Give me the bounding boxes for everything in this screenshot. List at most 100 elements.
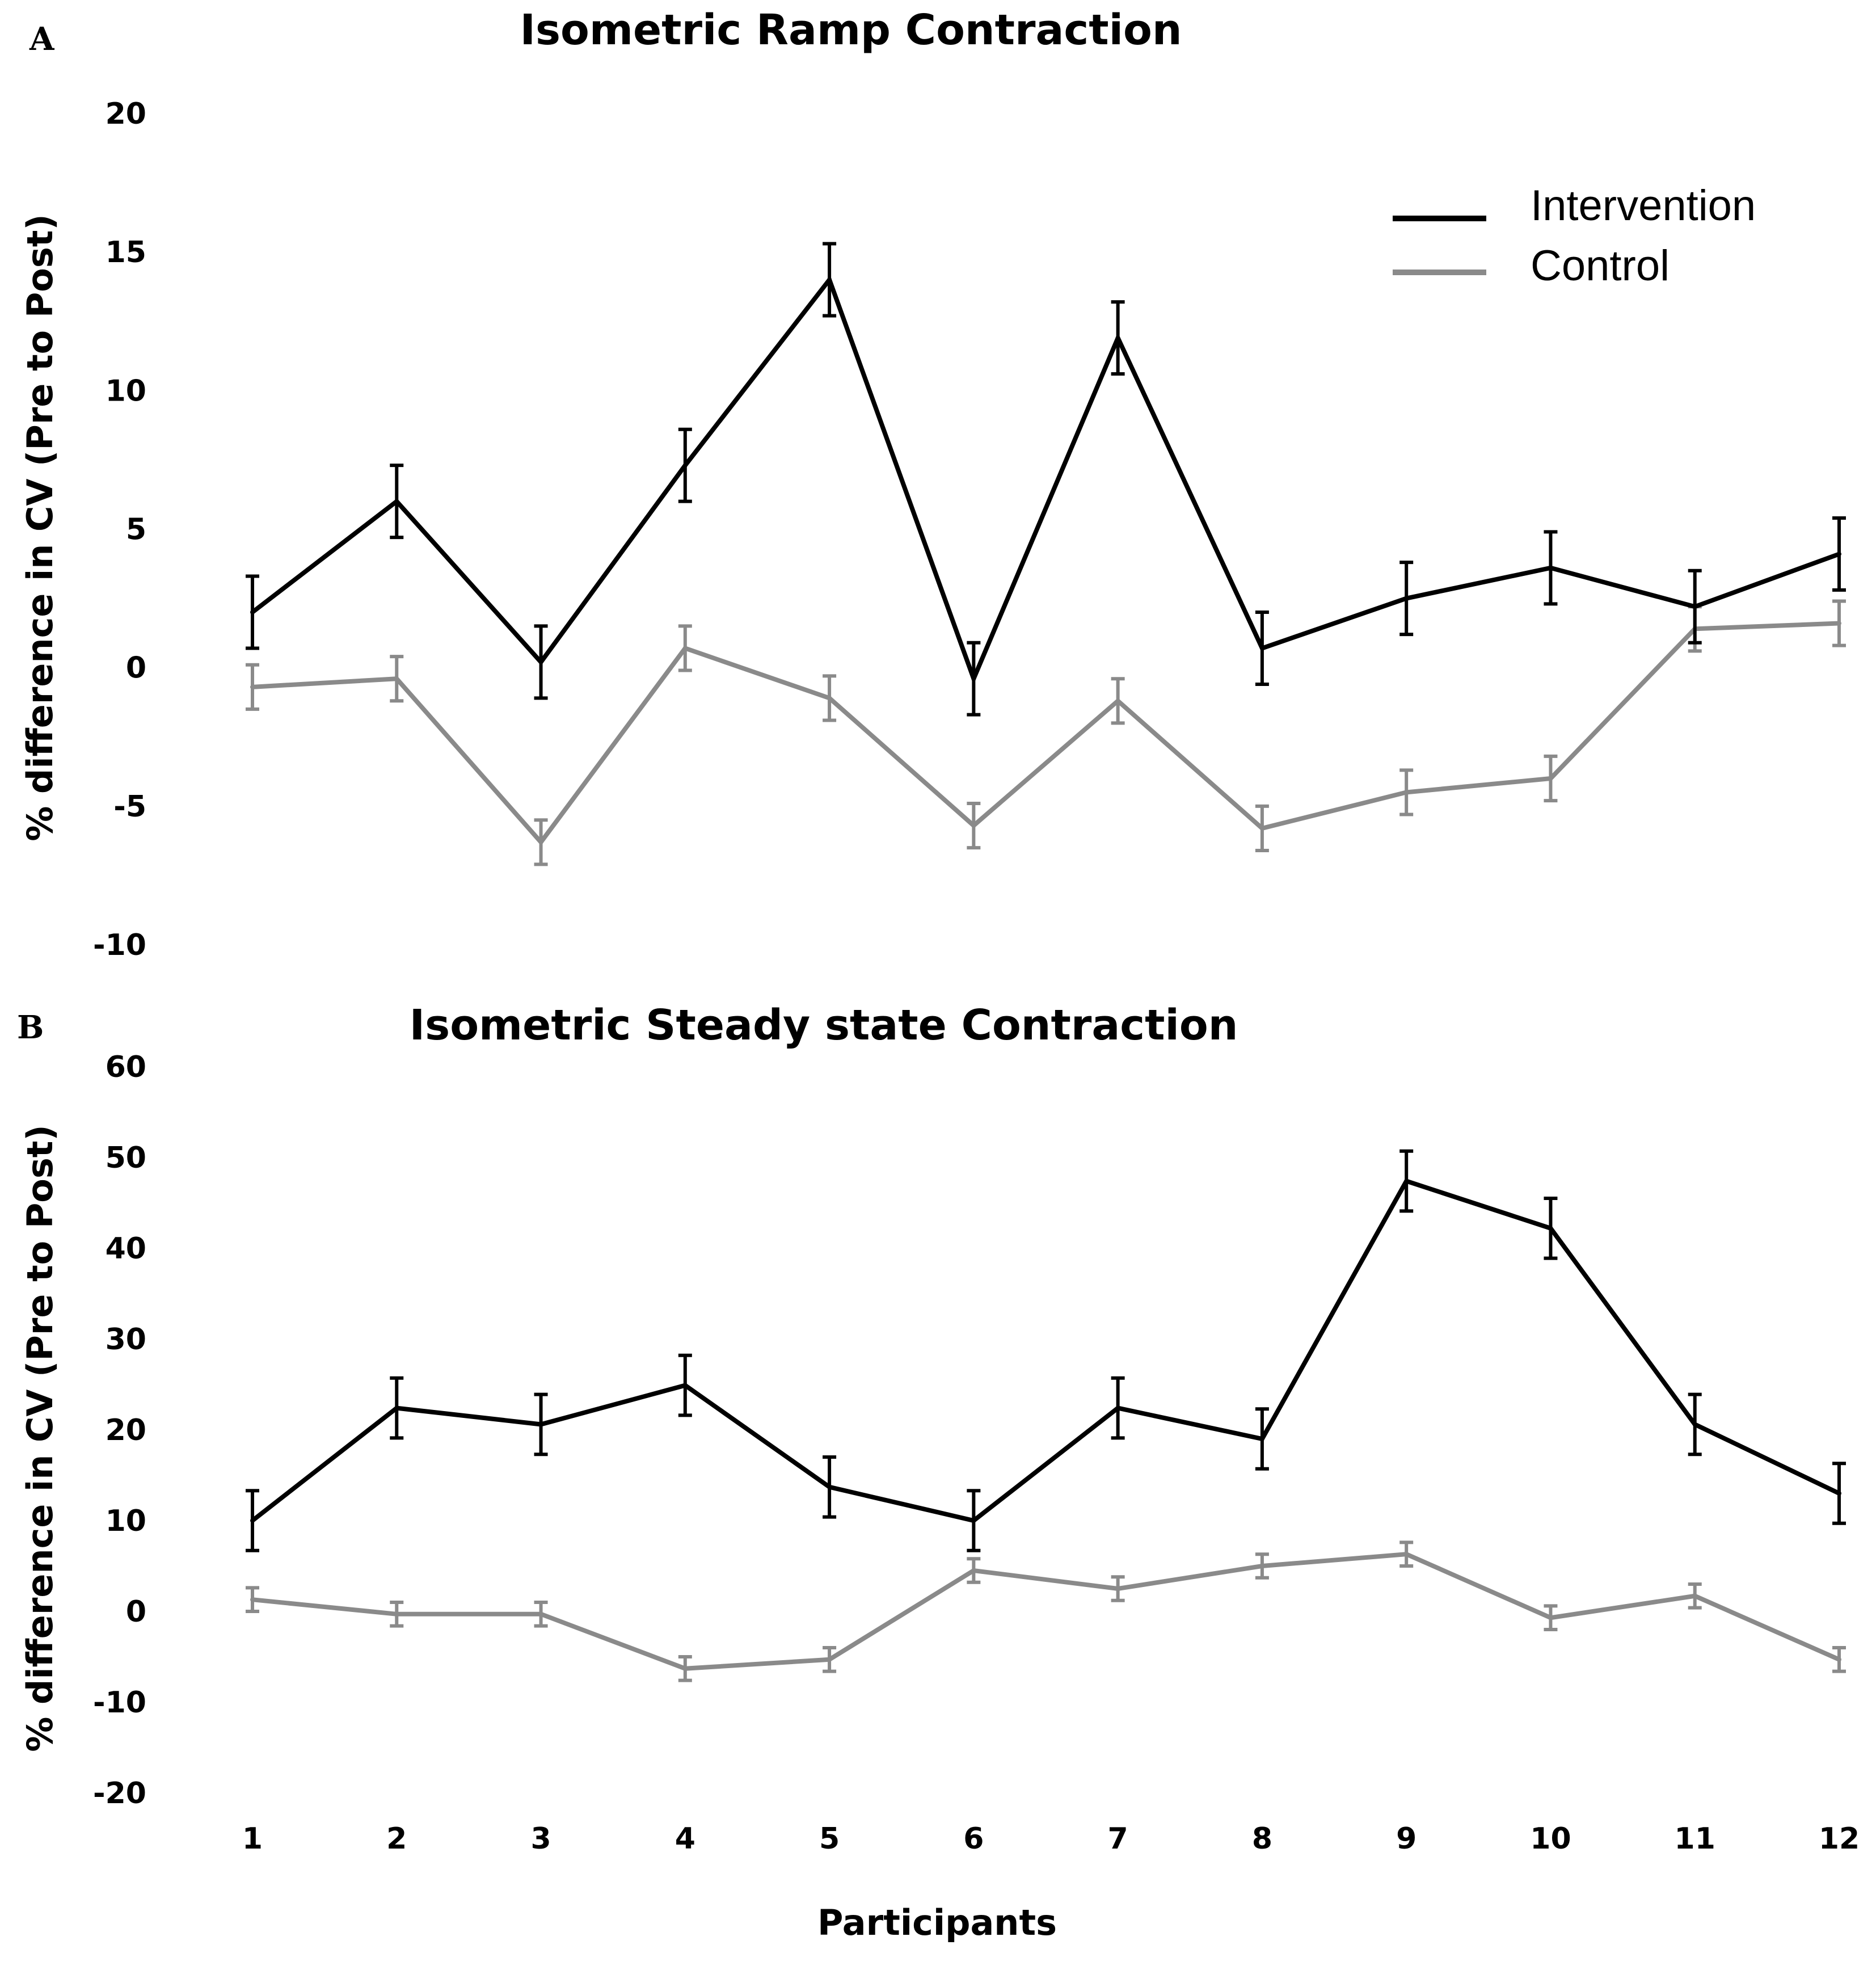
- error-bar-intervention: [390, 1376, 404, 1440]
- x-tick-label: 8: [1252, 1822, 1272, 1856]
- series-line-intervention-b: [251, 1178, 1840, 1523]
- y-tick-label-a: -10: [93, 928, 146, 962]
- data-point-control: [1837, 621, 1841, 626]
- error-bar-intervention: [246, 1489, 259, 1552]
- data-point-intervention: [1548, 1226, 1553, 1231]
- data-point-intervention: [250, 1518, 255, 1523]
- data-point-intervention: [1115, 335, 1120, 340]
- data-point-control: [1115, 698, 1120, 704]
- data-point-control: [1259, 826, 1264, 831]
- data-point-control: [971, 1568, 976, 1573]
- error-bar-intervention: [1832, 516, 1846, 592]
- error-bar-control: [246, 663, 259, 711]
- series-line-intervention-a: [251, 275, 1840, 685]
- error-bar-intervention: [1255, 1407, 1269, 1471]
- y-ticks-a: 20 15 10 5 0 -5 -10: [93, 97, 146, 962]
- data-point-intervention: [971, 676, 976, 681]
- error-bar-control: [1111, 677, 1125, 725]
- panel-letter-a: A: [29, 20, 55, 58]
- error-bar-intervention: [967, 1489, 981, 1552]
- data-point-control: [1404, 1552, 1409, 1557]
- error-bar-intervention: [1255, 611, 1269, 686]
- data-point-intervention: [250, 610, 255, 614]
- data-point-control: [682, 1666, 688, 1671]
- error-bar-intervention: [967, 641, 981, 717]
- y-tick-label-b: 50: [106, 1141, 146, 1175]
- y-tick-label-b: 10: [106, 1504, 146, 1538]
- data-point-control: [394, 676, 399, 681]
- error-bar-control: [1544, 754, 1558, 803]
- error-bar-control: [1832, 599, 1846, 647]
- data-point-control: [1692, 1593, 1697, 1598]
- error-bar-intervention: [823, 1455, 837, 1519]
- y-axis-label-b: % difference in CV (Pre to Post): [19, 1125, 61, 1752]
- y-tick-label-a: 10: [106, 374, 146, 408]
- error-bar-control: [1255, 1552, 1269, 1580]
- data-point-control: [538, 1611, 543, 1616]
- error-bar-intervention: [823, 242, 837, 318]
- error-bar-control: [534, 1601, 548, 1628]
- data-point-intervention: [1692, 1422, 1697, 1427]
- error-bar-intervention: [534, 624, 548, 700]
- y-tick-label-b: 0: [126, 1595, 146, 1629]
- data-point-control: [250, 1597, 255, 1602]
- data-point-intervention: [394, 499, 399, 504]
- x-tick-label: 7: [1108, 1822, 1128, 1856]
- series-intervention-b: [246, 1149, 1846, 1552]
- data-point-intervention: [1259, 1437, 1264, 1441]
- error-bar-control: [390, 655, 404, 703]
- x-tick-label: 4: [675, 1822, 695, 1856]
- y-ticks-b: 60 50 40 30 20 10 0 -10 -20: [93, 1050, 146, 1811]
- series-control-a: [246, 599, 1846, 866]
- error-bar-control: [1399, 768, 1414, 816]
- error-bar-control: [967, 1557, 981, 1584]
- error-bar-control: [823, 1646, 837, 1673]
- x-tick-label: 6: [963, 1822, 984, 1856]
- x-tick-label: 1: [242, 1822, 263, 1856]
- plot-area-a: [246, 242, 1846, 866]
- error-bar-intervention: [678, 1353, 692, 1417]
- legend-label-intervention: Intervention: [1531, 182, 1756, 230]
- y-tick-label-b: 40: [106, 1232, 146, 1266]
- data-point-control: [1259, 1564, 1264, 1568]
- series-line-control-b: [252, 1552, 1840, 1671]
- x-tick-label: 10: [1530, 1822, 1571, 1856]
- error-bar-intervention: [1688, 569, 1702, 645]
- error-bar-control: [1688, 1582, 1702, 1610]
- y-axis-label-a: % difference in CV (Pre to Post): [19, 214, 61, 841]
- y-tick-label-a: 5: [126, 513, 146, 547]
- error-bar-intervention: [390, 464, 404, 540]
- error-bar-intervention: [534, 1392, 548, 1456]
- data-point-intervention: [1548, 565, 1553, 570]
- data-point-control: [538, 840, 543, 845]
- y-tick-label-b: 60: [106, 1050, 146, 1084]
- data-point-intervention: [971, 1518, 976, 1523]
- data-point-intervention: [1837, 1491, 1841, 1496]
- data-point-intervention: [394, 1405, 399, 1411]
- series-line-control-a: [252, 621, 1840, 846]
- error-bar-control: [1399, 1540, 1414, 1568]
- error-bar-control: [1111, 1575, 1125, 1602]
- error-bar-intervention: [1544, 1197, 1558, 1260]
- chart-title-a: Isometric Ramp Contraction: [520, 6, 1182, 54]
- error-bar-intervention: [1544, 530, 1558, 606]
- data-point-intervention: [538, 1422, 543, 1427]
- x-axis-label: Participants: [817, 1902, 1057, 1943]
- data-point-intervention: [1692, 604, 1697, 609]
- legend-label-control: Control: [1531, 242, 1670, 290]
- error-bar-intervention: [1111, 300, 1125, 376]
- error-bar-control: [678, 624, 692, 672]
- error-bar-control: [967, 801, 981, 850]
- error-bar-intervention: [246, 574, 259, 650]
- data-point-control: [827, 696, 832, 701]
- y-tick-label-b: -20: [93, 1776, 146, 1811]
- series-intervention-a: [246, 242, 1846, 717]
- error-bar-intervention: [1399, 561, 1414, 637]
- data-point-control: [1548, 1615, 1553, 1620]
- data-point-intervention: [538, 659, 543, 664]
- y-tick-label-a: 15: [106, 235, 146, 270]
- x-ticks-b: 1 2 3 4 5 6 7 8 9 10 11 12: [242, 1822, 1860, 1856]
- data-point-intervention: [1404, 1178, 1409, 1184]
- legend: Intervention Control: [1393, 182, 1756, 290]
